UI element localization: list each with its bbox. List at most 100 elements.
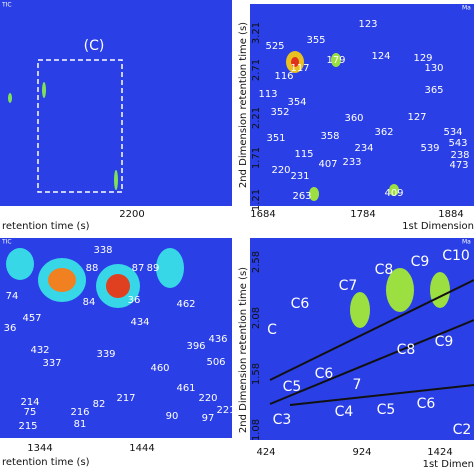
axis-text: 1344 [27,443,52,454]
axis-text: 1st Dimen [423,459,474,470]
peak-label: 216 [70,407,89,418]
axis-text: 2.71 [251,59,262,81]
peak-label: (C) [84,38,105,54]
peak-label: C6 [291,296,310,312]
axis-text: 2.21 [251,107,262,129]
peak-label: 220 [198,393,217,404]
peak-label: 539 [420,143,439,154]
panel-d-plot [250,238,474,440]
peak-label: 337 [42,358,61,369]
peak-label: 473 [449,160,468,171]
blob [350,292,370,328]
peak-label: C6 [315,366,334,382]
peak-label: 217 [116,393,135,404]
peak-label: C3 [273,412,292,428]
peak-label: 231 [290,171,309,182]
peak-label: C4 [335,404,354,420]
peak-label: 506 [206,357,225,368]
peak-label: 87 [132,263,145,274]
blob [114,170,118,190]
peak-label: 7 [353,377,362,393]
blob [156,248,184,288]
axis-text: 1424 [427,447,452,458]
axis-text: 1.21 [251,189,262,211]
peak-label: C9 [411,254,430,270]
peak-label: 360 [344,113,363,124]
peak-label: C5 [377,402,396,418]
peak-label: C7 [339,278,358,294]
peak-label: 358 [320,131,339,142]
peak-label: 407 [318,159,337,170]
axis-text: retention time (s) [2,221,90,232]
peak-label: C2 [453,422,472,438]
peak-label: 179 [326,55,345,66]
peak-label: C8 [375,262,394,278]
axis-text: 1.71 [251,147,262,169]
peak-label: C10 [442,248,470,264]
peak-label: 365 [424,85,443,96]
trend-line [269,279,474,381]
blob [309,187,319,201]
peak-label: 534 [443,127,462,138]
axis-text: 924 [352,447,371,458]
blob [430,272,450,308]
peak-label: 215 [18,421,37,432]
peak-label: 362 [374,127,393,138]
axis-text: 424 [256,447,275,458]
blobs [6,51,474,406]
peak-label: 338 [93,245,112,256]
peak-label: 543 [448,138,467,149]
peak-label: 354 [287,97,306,108]
peak-label: 113 [258,89,277,100]
peak-label: C9 [435,334,454,350]
blob [386,268,414,312]
peak-label: 214 [20,397,39,408]
peak-label: 81 [74,419,87,430]
peak-label: C8 [397,342,416,358]
panel-tag: Ma [462,239,471,246]
axis-text: 2.58 [251,251,262,273]
peak-label: 36 [128,295,141,306]
peak-label: 220 [271,165,290,176]
peak-label: C5 [283,379,302,395]
peak-label: 221 [216,405,235,416]
peak-label: 238 [450,150,469,161]
axis-text: 2nd Dimension retention time (s) [238,267,249,433]
blob [6,248,34,280]
peak-label: 89 [147,263,160,274]
peak-label: 117 [290,63,309,74]
peak-label: 351 [266,133,285,144]
peak-label: 461 [176,383,195,394]
panel-b-plot [250,4,474,206]
peak-label: 115 [294,149,313,160]
zoom-box [37,59,123,193]
axis-text: 2nd Dimension retention time (s) [238,22,249,188]
peak-label: 129 [413,53,432,64]
peak-label: C [267,322,277,338]
panel-tag: TIC [1,239,12,246]
trend-line [269,319,474,405]
peak-label: 339 [96,349,115,360]
blob [389,184,399,196]
axis-text: 1.08 [251,419,262,441]
peak-label: 36 [4,323,17,334]
peak-label: 263 [292,191,311,202]
peak-label: 460 [150,363,169,374]
peak-label: 97 [202,413,215,424]
peak-label: 82 [93,399,106,410]
peak-label: 123 [358,19,377,30]
peak-label: 130 [424,63,443,74]
peak-label: 396 [186,341,205,352]
peak-label: 234 [354,143,373,154]
panel-tag: Ma [462,5,471,12]
blob [106,274,130,298]
blob [8,93,12,103]
axis-text: 1684 [250,209,275,220]
peak-label: 90 [166,411,179,422]
axis-text: 1st Dimension [402,221,474,232]
peak-label: 116 [274,71,293,82]
peak-label: 434 [130,317,149,328]
axis-text: 1884 [438,209,463,220]
